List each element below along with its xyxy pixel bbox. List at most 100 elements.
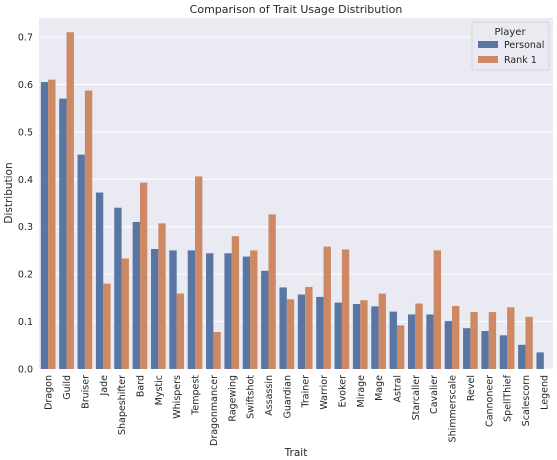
x-tick-label: Mirage [356, 375, 367, 408]
bar-rank-1-whispers [176, 293, 185, 369]
y-tick-label: 0.5 [18, 127, 33, 138]
bar-rank-1-shapeshifter [121, 258, 129, 369]
bar-personal-legend [536, 352, 544, 369]
bar-personal-ragewing [224, 253, 232, 369]
x-tick-label: Jade [99, 375, 110, 397]
bar-rank-1-bruiser [84, 90, 93, 369]
bar-rank-1-warrior [323, 246, 331, 369]
legend: Player Personal Rank 1 [471, 21, 550, 71]
bar-rank-1-guardian [286, 299, 295, 369]
bar-rank-1-scalescorn [525, 316, 533, 369]
bar-rank-1-jade [103, 283, 111, 369]
bar-personal-warrior [316, 296, 324, 369]
bar-personal-cannoneer [481, 331, 489, 369]
x-tick-label: Starcaller [411, 375, 422, 420]
bar-personal-shapeshifter [114, 207, 122, 369]
bar-personal-revel [463, 328, 471, 369]
bar-personal-evoker [334, 302, 342, 369]
x-tick-label: Bard [135, 375, 146, 397]
bar-rank-1-mirage [360, 300, 368, 369]
y-tick-label: 0.0 [18, 365, 33, 376]
bar-rank-1-evoker [341, 249, 350, 369]
bar-personal-scalescorn [518, 344, 526, 369]
x-tick-label: Warrior [319, 375, 330, 410]
bar-rank-1-shimmerscale [452, 305, 460, 369]
bar-rank-1-assassin [268, 214, 276, 369]
bar-personal-shimmerscale [444, 321, 453, 369]
x-tick-label: Guild [62, 375, 73, 400]
bar-personal-swiftshot [242, 256, 251, 369]
y-tick-label: 0.2 [18, 270, 33, 281]
chart-title: Comparison of Trait Usage Distribution [190, 3, 403, 16]
x-tick-label: Assassin [264, 375, 275, 416]
bar-personal-tempest [187, 250, 196, 369]
bar-personal-jade [95, 192, 104, 369]
bar-personal-dragonmancer [206, 253, 214, 369]
x-tick-label: Trainer [301, 375, 312, 409]
y-tick-label: 0.1 [18, 317, 33, 328]
bar-personal-guardian [279, 287, 287, 369]
x-tick-label: Ragewing [227, 375, 238, 422]
x-tick-label: Cannoneer [484, 375, 495, 427]
x-tick-label: Revel [466, 375, 477, 401]
bar-rank-1-starcaller [415, 303, 423, 369]
bar-personal-bard [132, 221, 140, 369]
bar-rank-1-astral [396, 325, 405, 369]
y-tick-label: 0.3 [18, 222, 33, 233]
bars-group [40, 32, 544, 369]
bar-rank-1-cannoneer [488, 312, 497, 369]
bar-personal-mystic [150, 248, 159, 369]
bar-rank-1-dragonmancer [213, 332, 221, 369]
x-tick-label: Legend [539, 375, 550, 410]
x-tick-label: Dragon [44, 375, 55, 410]
x-axis-label: Trait [284, 447, 308, 459]
x-tick-label: Mage [374, 375, 385, 401]
bar-personal-mage [371, 306, 379, 369]
x-tick-label: Shimmerscale [448, 375, 459, 443]
legend-title: Player [494, 27, 526, 38]
x-tick-label: Scalescorn [521, 375, 532, 426]
x-axis-ticks: Dragon Guild Bruiser Jade Shapeshifter Bard My… [44, 374, 551, 446]
x-tick-label: Evoker [337, 375, 348, 407]
y-tick-label: 0.7 [18, 32, 33, 43]
x-tick-label: Swiftshot [246, 375, 257, 419]
legend-label-rank-1: Rank 1 [504, 55, 537, 66]
bar-rank-1-guild [66, 32, 74, 369]
bar-personal-astral [389, 311, 397, 369]
x-tick-label: Cavalier [429, 375, 440, 414]
bar-personal-trainer [297, 294, 306, 369]
bar-personal-spellthief [499, 335, 508, 369]
bar-personal-assassin [261, 270, 269, 369]
bar-rank-1-mystic [158, 223, 166, 369]
x-tick-label: Guardian [282, 375, 293, 418]
y-tick-label: 0.6 [18, 80, 33, 91]
bar-rank-1-dragon [48, 79, 56, 369]
bar-rank-1-bard [139, 182, 148, 369]
bar-rank-1-spellthief [507, 307, 515, 369]
x-tick-label: Dragonmancer [209, 375, 220, 446]
x-tick-label: Whispers [172, 375, 183, 419]
y-tick-label: 0.4 [18, 175, 33, 186]
x-tick-label: SpellThief [503, 374, 514, 421]
x-tick-label: Bruiser [80, 375, 91, 409]
bar-rank-1-cavalier [433, 250, 442, 369]
legend-swatch-personal [478, 41, 498, 48]
y-axis-ticks: 0.0 0.1 0.2 0.3 0.4 0.5 0.6 0.7 [18, 32, 33, 375]
bar-rank-1-revel [470, 312, 478, 369]
bar-personal-bruiser [77, 154, 85, 369]
bar-rank-1-swiftshot [250, 250, 258, 369]
x-tick-label: Mystic [154, 375, 165, 405]
x-tick-label: Shapeshifter [117, 375, 128, 435]
legend-swatch-rank-1 [478, 56, 498, 63]
bar-rank-1-ragewing [231, 236, 240, 369]
bar-personal-starcaller [407, 314, 416, 369]
bar-personal-whispers [169, 250, 177, 369]
bar-personal-dragon [40, 82, 49, 369]
bar-rank-1-mage [378, 293, 386, 369]
bar-personal-mirage [352, 304, 361, 369]
x-tick-label: Tempest [191, 375, 202, 416]
bar-personal-guild [59, 98, 67, 369]
y-axis-label: Distribution [3, 162, 15, 223]
legend-label-personal: Personal [504, 40, 544, 51]
